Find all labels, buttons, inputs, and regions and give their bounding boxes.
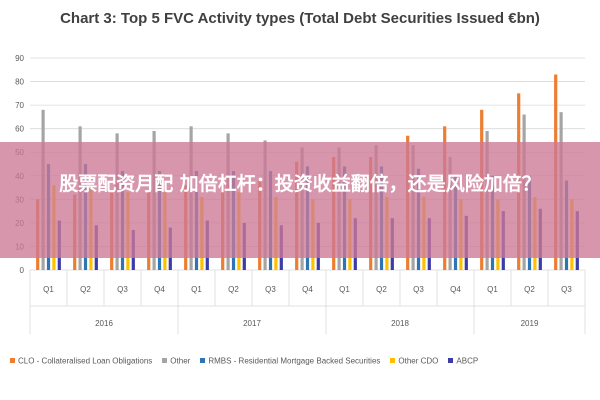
x-tick-label: Q3: [265, 285, 276, 294]
x-tick-label: Q4: [302, 285, 313, 294]
legend-item: RMBS - Residential Mortgage Backed Secur…: [200, 356, 380, 365]
legend-swatch: [10, 358, 15, 364]
y-tick-label: 90: [15, 54, 24, 63]
legend-swatch: [162, 358, 168, 364]
x-tick-label: Q4: [450, 285, 461, 294]
legend-swatch: [448, 358, 454, 364]
legend-label: RMBS - Residential Mortgage Backed Secur…: [208, 356, 381, 366]
x-tick-label: Q2: [376, 285, 387, 294]
legend: CLO - Collateralised Loan Obligations Oth…: [10, 356, 595, 365]
x-tick-label: Q2: [80, 285, 91, 294]
x-tick-label: Q3: [561, 285, 572, 294]
legend-item: ABCP: [448, 356, 478, 365]
year-group-label: 2018: [391, 319, 409, 328]
x-tick-label: Q1: [487, 285, 498, 294]
x-tick-label: Q2: [524, 285, 535, 294]
x-tick-label: Q1: [339, 285, 350, 294]
x-tick-label: Q3: [117, 285, 128, 294]
legend-item: Other CDO: [390, 356, 438, 365]
y-tick-label: 60: [15, 125, 24, 134]
legend-item: Other: [162, 356, 190, 365]
x-tick-label: Q4: [154, 285, 165, 294]
x-tick-label: Q1: [191, 285, 202, 294]
chart-title: Chart 3: Top 5 FVC Activity types (Total…: [60, 10, 540, 27]
y-tick-label: 80: [15, 78, 24, 87]
legend-item: CLO - Collateralised Loan Obligations: [10, 356, 152, 365]
y-tick-label: 70: [15, 101, 24, 110]
legend-label: CLO - Collateralised Loan Obligations: [18, 356, 153, 366]
legend-label: Other: [170, 356, 191, 366]
x-tick-label: Q1: [43, 285, 54, 294]
year-group-label: 2017: [243, 319, 261, 328]
x-tick-label: Q3: [413, 285, 424, 294]
year-group-label: 2016: [95, 319, 113, 328]
legend-label: Other CDO: [398, 356, 439, 366]
banner-text: 股票配资月配 加倍杠杆：投资收益翻倍，还是风险加倍？: [59, 173, 541, 195]
overlay-banner: 股票配资月配 加倍杠杆：投资收益翻倍，还是风险加倍？: [0, 142, 600, 258]
year-group-label: 2019: [521, 319, 539, 328]
legend-swatch: [390, 358, 396, 364]
legend-swatch: [200, 358, 206, 364]
legend-label: ABCP: [456, 356, 479, 366]
y-tick-label: 0: [20, 266, 25, 275]
x-tick-label: Q2: [228, 285, 239, 294]
